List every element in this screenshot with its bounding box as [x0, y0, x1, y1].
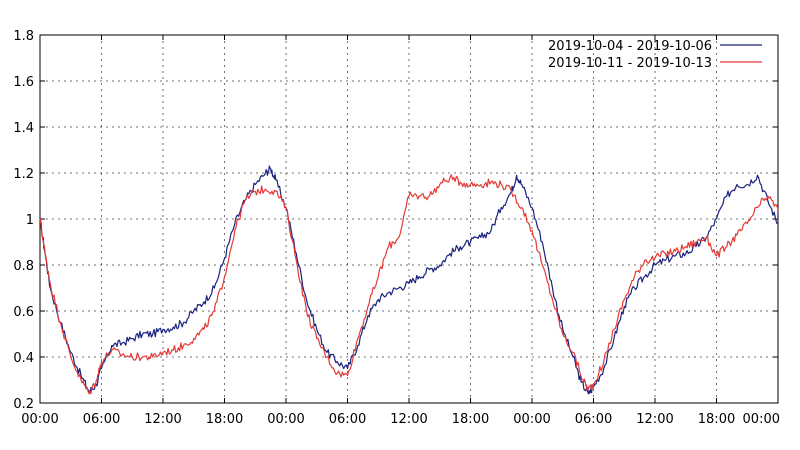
chart-series — [39, 165, 779, 395]
x-tick-label: 00:00 — [513, 412, 550, 427]
series-line-2 — [39, 174, 779, 395]
x-tick-label: 18:00 — [698, 412, 735, 427]
x-tick-label: 12:00 — [636, 412, 673, 427]
y-tick-label: 0.4 — [13, 351, 34, 366]
y-tick-label: 0.8 — [13, 259, 34, 274]
legend-label-1: 2019-10-04 - 2019-10-06 — [548, 39, 712, 54]
x-tick-label: 06:00 — [575, 412, 612, 427]
y-tick-label: 0.2 — [13, 397, 34, 412]
x-tick-label: 12:00 — [144, 412, 181, 427]
y-axis-ticks: 0.2 0.4 0.6 0.8 1 1.2 1.4 1.6 1.8 — [13, 29, 778, 412]
x-tick-label: 00:00 — [267, 412, 304, 427]
x-tick-label: 06:00 — [329, 412, 366, 427]
x-tick-label: 00:00 — [21, 412, 58, 427]
legend-label-2: 2019-10-11 - 2019-10-13 — [548, 56, 712, 71]
x-tick-label: 12:00 — [390, 412, 427, 427]
chart-legend: 2019-10-04 - 2019-10-06 2019-10-11 - 2019… — [548, 39, 762, 71]
x-tick-label: 00:00 — [743, 412, 780, 427]
y-tick-label: 1.2 — [13, 167, 34, 182]
x-tick-label: 18:00 — [206, 412, 243, 427]
y-tick-label: 1.4 — [13, 121, 34, 136]
chart-grid — [40, 35, 778, 403]
x-tick-label: 18:00 — [452, 412, 489, 427]
y-tick-label: 1.6 — [13, 75, 34, 90]
y-tick-label: 1 — [26, 213, 34, 228]
x-axis-ticks: 00:00 06:00 12:00 18:00 00:00 06:00 12:00 18:00… — [21, 35, 780, 427]
x-tick-label: 06:00 — [83, 412, 120, 427]
y-tick-label: 0.6 — [13, 305, 34, 320]
y-tick-label: 1.8 — [13, 29, 34, 44]
series-line-1 — [39, 165, 779, 395]
